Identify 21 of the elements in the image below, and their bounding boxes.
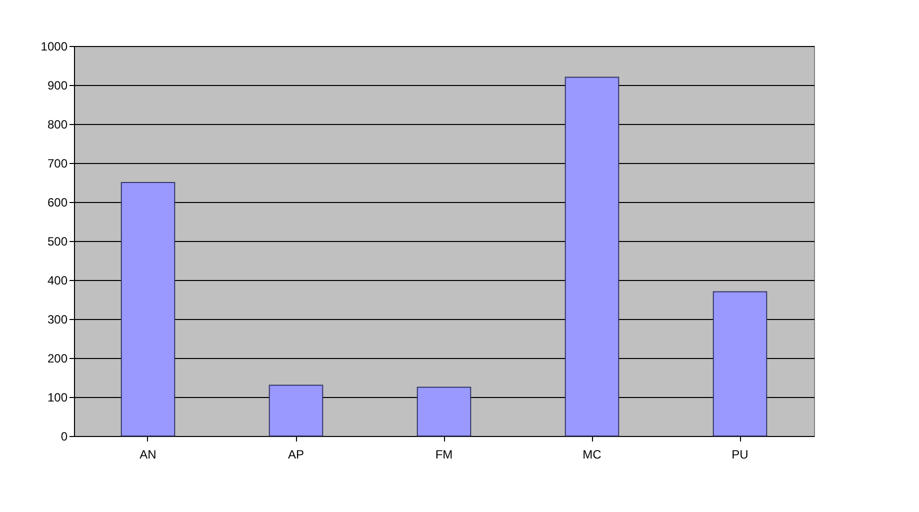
- x-tick-label: FM: [435, 448, 453, 462]
- bar: [564, 76, 620, 436]
- bar: [416, 386, 472, 436]
- bar: [712, 291, 768, 436]
- y-tick-label: 100: [47, 390, 68, 404]
- y-tick-label: 900: [47, 78, 68, 92]
- x-tick-label: AN: [140, 448, 156, 462]
- y-tick-label: 200: [47, 352, 68, 366]
- x-tick-label: PU: [732, 448, 748, 462]
- bar: [268, 384, 324, 436]
- y-tick-label: 1000: [40, 40, 68, 54]
- y-tick-label: 800: [47, 118, 68, 132]
- y-tick-label: 300: [47, 312, 68, 326]
- bar: [120, 182, 176, 436]
- x-tick-label: AP: [288, 448, 304, 462]
- y-tick-label: 700: [47, 156, 68, 170]
- x-tick-label: MC: [582, 448, 602, 462]
- y-tick-label: 0: [60, 430, 68, 444]
- y-tick-label: 400: [47, 274, 68, 288]
- y-tick-label: 600: [47, 196, 68, 210]
- y-tick-label: 500: [47, 234, 68, 248]
